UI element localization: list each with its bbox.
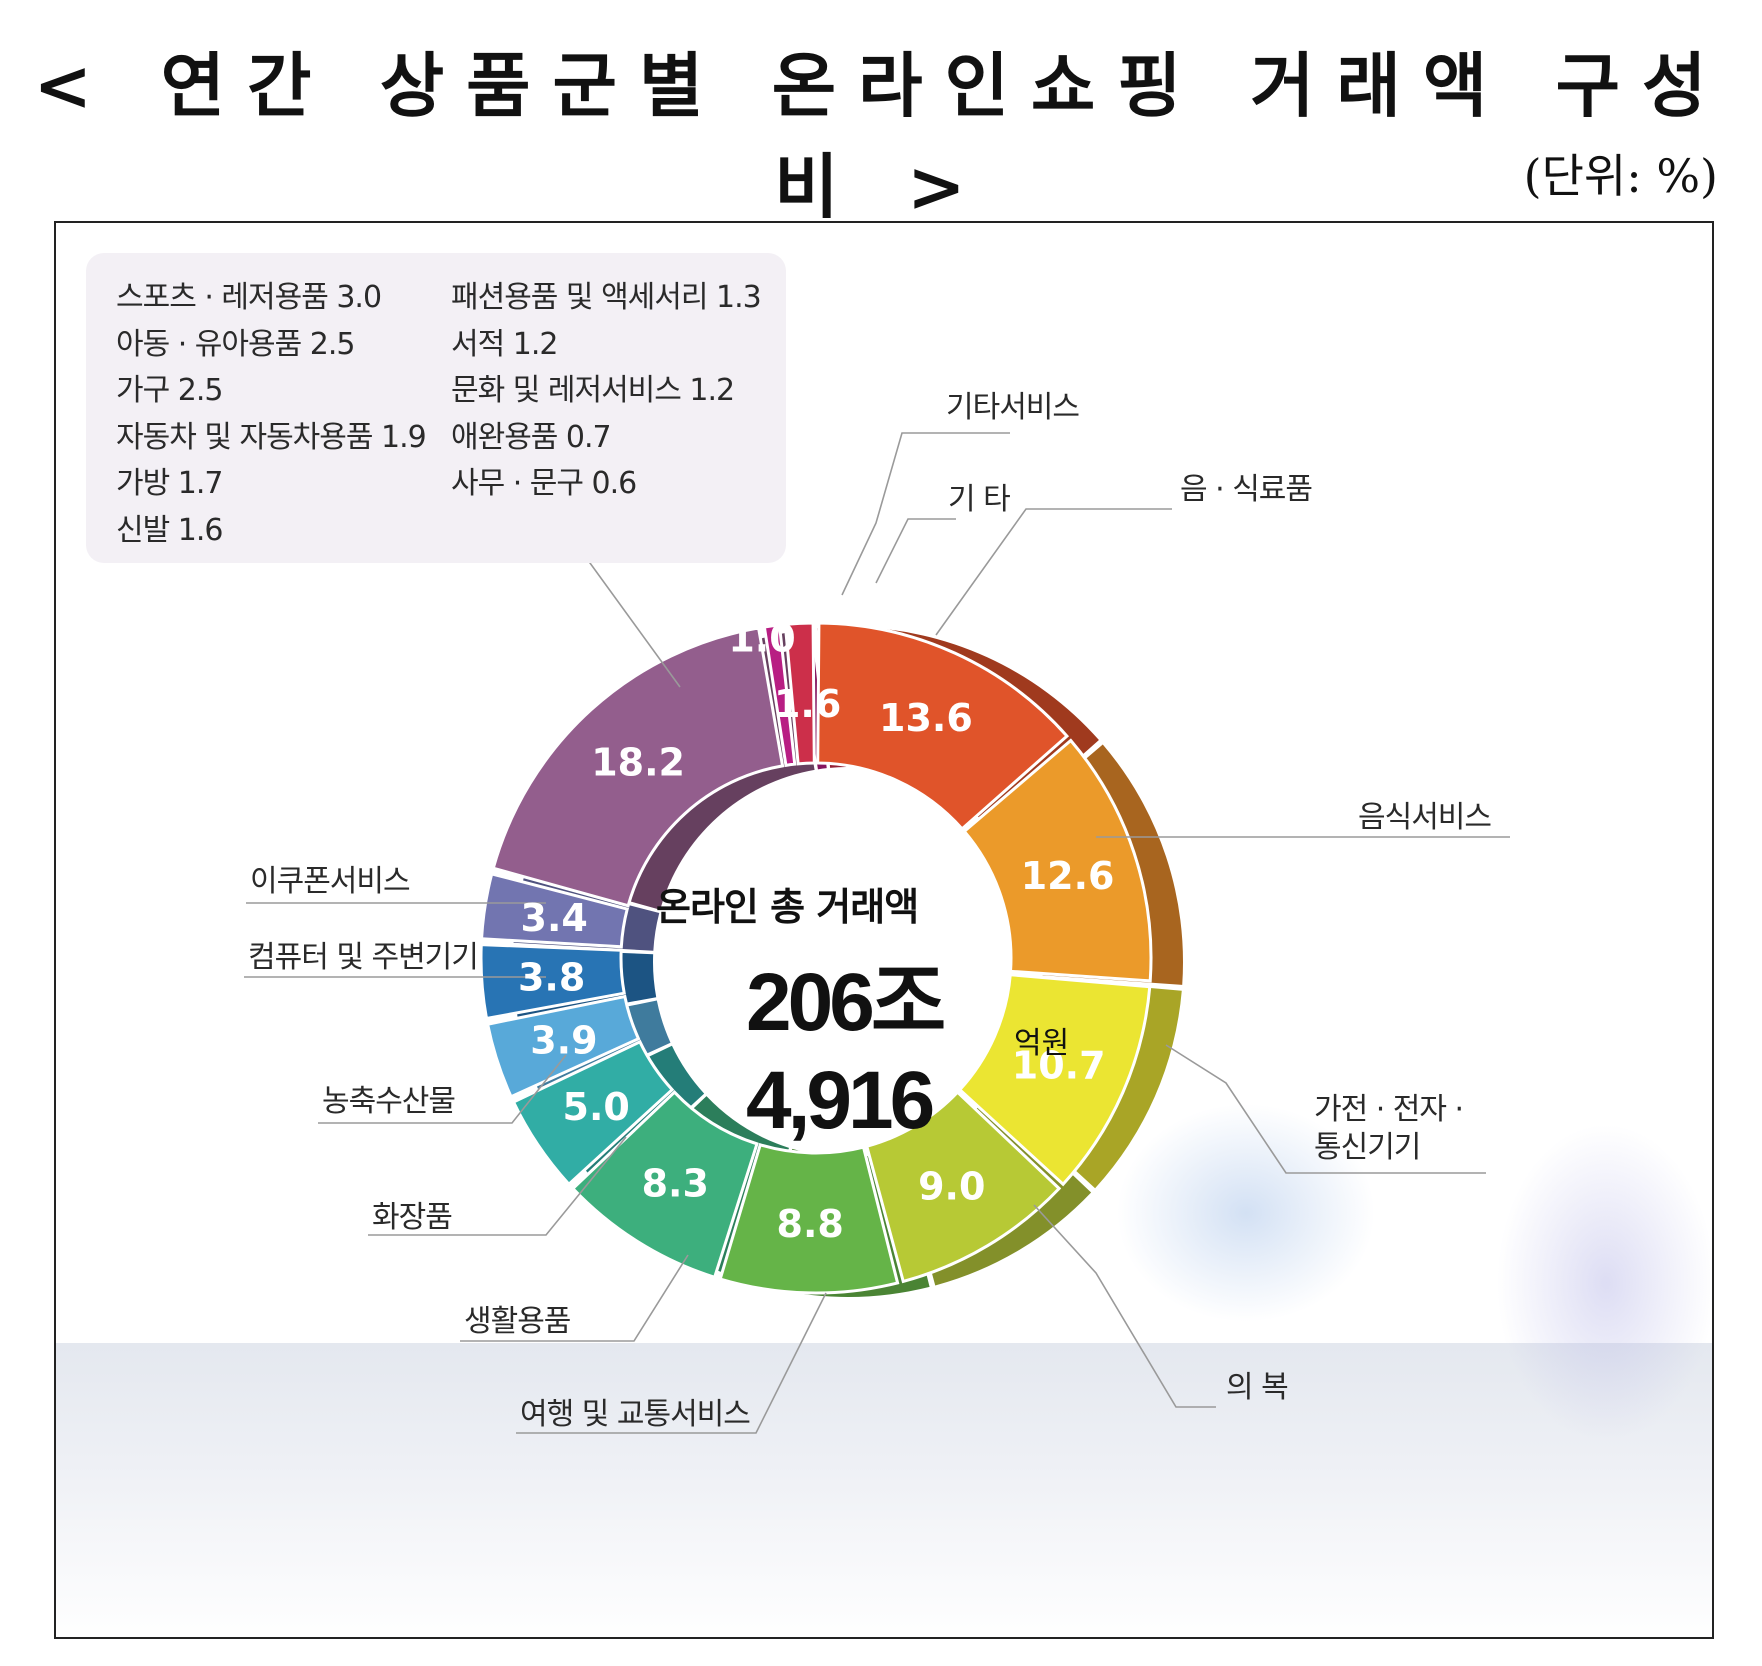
value-label: 13.6: [879, 696, 973, 740]
others-item: 문화 및 레저서비스 1.2: [451, 373, 735, 408]
center-unit: 억원: [1014, 1026, 1070, 1061]
others-item: 스포츠 · 레저용품 3.0: [116, 280, 382, 315]
value-label: 8.3: [642, 1162, 709, 1206]
value-label: 3.4: [521, 896, 588, 940]
others-item: 가구 2.5: [116, 373, 223, 408]
others-item: 가방 1.7: [116, 466, 223, 501]
unit-label: (단위: %): [1523, 149, 1718, 203]
value-label: 18.2: [591, 741, 685, 785]
others-item: 신발 1.6: [116, 512, 223, 548]
category-label-ecoupon: 이쿠폰서비스: [250, 864, 411, 899]
others-item: 아동 · 유아용품 2.5: [116, 326, 355, 362]
value-label: 3.9: [530, 1019, 597, 1063]
others-item: 애완용품 0.7: [451, 419, 612, 455]
value-label: 3.8: [518, 956, 585, 1000]
donut-slice: [491, 626, 785, 908]
category-label-electronics: 가전 · 전자 · 통신기기: [1314, 1092, 1464, 1165]
donut-slice: [718, 1142, 900, 1295]
category-label-agrifood: 농축수산물: [322, 1084, 456, 1119]
leader-line: [1165, 1044, 1486, 1174]
value-label: 9.0: [918, 1165, 985, 1209]
leader-line: [368, 1136, 627, 1236]
donut-slice: [570, 1090, 759, 1280]
donut-slice: [479, 872, 630, 949]
others-item: 사무 · 문구 0.6: [451, 466, 637, 501]
category-label-food: 음 · 식료품: [1180, 472, 1313, 507]
leader-line: [875, 518, 956, 584]
others-breakdown-box: 스포츠 · 레저용품 3.0 아동 · 유아용품 2.5 가구 2.5 자동차 …: [86, 253, 786, 563]
value-label: 1.6: [774, 682, 841, 726]
leader-line: [935, 508, 1172, 636]
value-label: 5.0: [563, 1085, 630, 1129]
value-label: 12.6: [1021, 854, 1115, 898]
category-label-food-service: 음식서비스: [1358, 800, 1492, 835]
donut-front-layer: [479, 621, 1153, 1295]
category-label-clothing: 의 복: [1226, 1370, 1289, 1405]
floor-gradient: [56, 1343, 1712, 1637]
donut-slice: [783, 621, 816, 766]
value-label: 8.8: [777, 1202, 844, 1246]
chart-frame: 13.6 12.6 10.7 9.0 8.8 8.3 5.0 3.9 3.8 3.4 18.2 1.0…: [54, 221, 1714, 1639]
leader-line: [1033, 1204, 1216, 1408]
center-title: 온라인 총 거래액: [656, 885, 919, 929]
category-label-cosmetics: 화장품: [372, 1200, 453, 1235]
value-labels: 13.6 12.6 10.7 9.0 8.8 8.3 5.0 3.9 3.8 3.4 18.2 1.0…: [518, 617, 1114, 1246]
donut-chart: 13.6 12.6 10.7 9.0 8.8 8.3 5.0 3.9 3.8 3.4 18.2 1.0…: [244, 432, 1510, 1434]
donut-slice: [485, 994, 641, 1099]
center-total: 206조 4,916: [746, 957, 946, 1146]
background-glow: [1116, 1103, 1376, 1323]
donut-slice: [864, 1090, 1062, 1284]
page-title: < 연간 상품군별 온라인쇼핑 거래액 구성비 >: [33, 44, 1729, 228]
value-label: 10.7: [1012, 1043, 1106, 1087]
donut-slice: [816, 621, 1070, 831]
donut-slice: [479, 943, 626, 1021]
category-label-other-service: 기타서비스: [946, 390, 1080, 425]
leader-line: [318, 1054, 567, 1124]
category-label-other: 기 타: [948, 482, 1011, 517]
donut-slice: [762, 623, 797, 768]
leader-line: [516, 1292, 827, 1434]
category-label-household: 생활용품: [464, 1304, 571, 1339]
category-label-computer: 컴퓨터 및 주변기기: [248, 940, 479, 975]
others-item: 서적 1.2: [451, 326, 558, 362]
others-right-column: 패션용품 및 액세서리 1.3 서적 1.2 문화 및 레저서비스 1.2 애완…: [451, 275, 762, 508]
leader-line: [460, 1254, 689, 1342]
category-label-travel: 여행 및 교통서비스: [520, 1397, 751, 1432]
donut-slice: [962, 738, 1153, 983]
donut-slice: [957, 973, 1152, 1187]
donut-slice: [511, 1039, 675, 1187]
others-item: 패션용품 및 액세서리 1.3: [451, 280, 762, 315]
others-item: 자동차 및 자동차용품 1.9: [116, 419, 427, 455]
leader-lines: [244, 432, 1510, 1434]
leader-line: [841, 432, 1010, 596]
value-label: 1.0: [728, 617, 795, 661]
others-left-column: 스포츠 · 레저용품 3.0 아동 · 유아용품 2.5 가구 2.5 자동차 …: [116, 275, 427, 554]
background-glow: [1496, 1123, 1712, 1443]
